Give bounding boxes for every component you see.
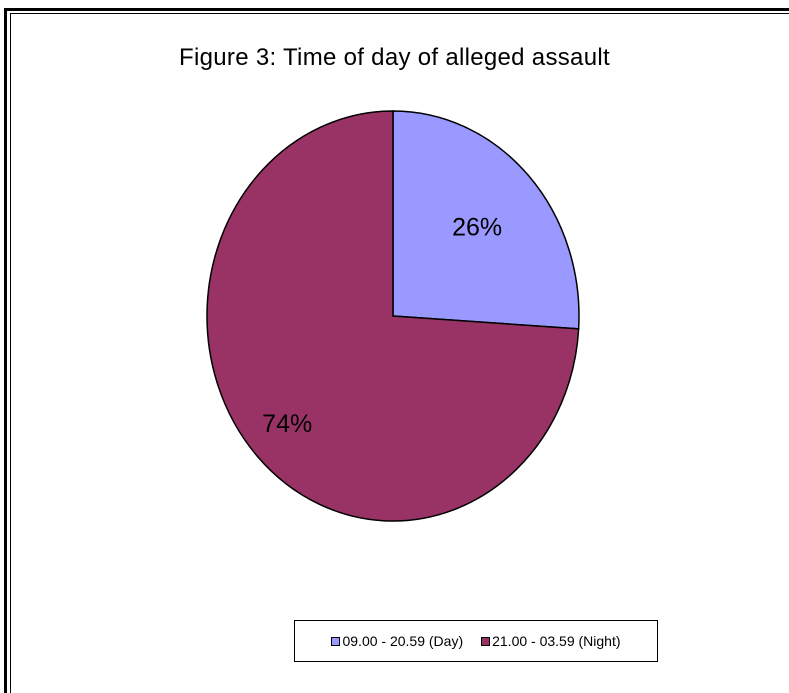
frame-inner-border: [10, 13, 789, 693]
pie-slices: [206, 110, 580, 522]
legend-item-day: 09.00 - 20.59 (Day): [331, 633, 463, 649]
legend-label-night: 21.00 - 03.59 (Night): [492, 633, 621, 649]
legend-swatch-day: [331, 636, 341, 646]
pie-slice-day: [392, 110, 580, 330]
frame-outer-border: [4, 8, 789, 693]
legend-label-day: 09.00 - 20.59 (Day): [342, 633, 464, 649]
pie-data-labels: 26% 74%: [262, 214, 502, 439]
chart-title: Figure 3: Time of day of alleged assault: [0, 44, 789, 72]
pie-slice-night: [206, 110, 580, 522]
legend-item-night: 21.00 - 03.59 (Night): [481, 633, 621, 649]
data-label-night: 74%: [262, 410, 312, 438]
data-label-day: 26%: [452, 214, 502, 242]
chart-title-text: Figure 3: Time of day of alleged assault: [179, 44, 610, 71]
chart-legend: 09.00 - 20.59 (Day) 21.00 - 03.59 (Night…: [294, 620, 658, 662]
legend-swatch-night: [481, 636, 491, 646]
